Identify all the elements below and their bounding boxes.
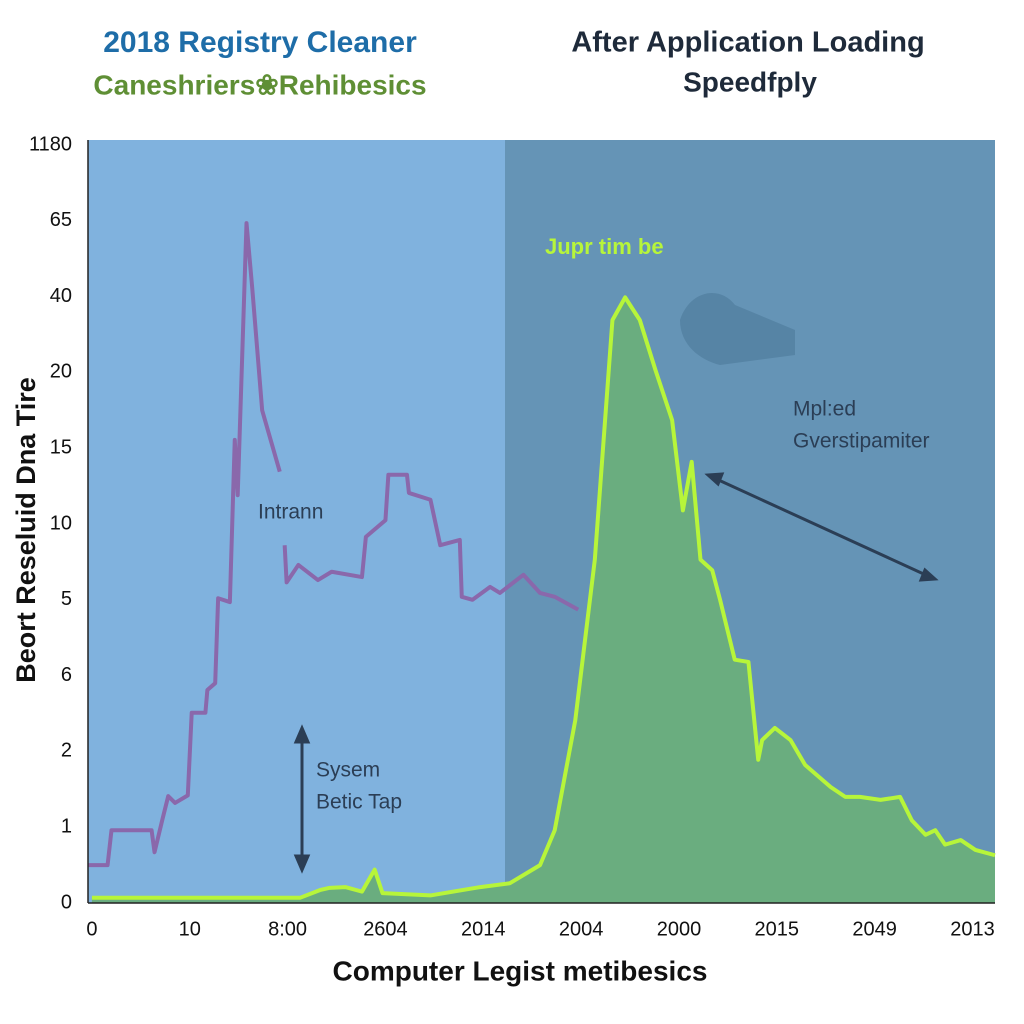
- x-tick-label: 0: [86, 918, 97, 940]
- annotation: Mpl:ed: [793, 398, 856, 421]
- x-axis-label: Computer Legist metibesics: [333, 955, 708, 986]
- x-tick-label: 10: [179, 918, 201, 940]
- annotation: Betic Tap: [316, 791, 402, 814]
- y-tick-label: 1180: [29, 133, 72, 155]
- y-tick-label: 6: [61, 664, 72, 686]
- y-tick-label: 20: [50, 361, 72, 383]
- y-tick-label: 1: [61, 815, 72, 837]
- y-tick-label: 5: [61, 588, 72, 610]
- x-tick-label: 2604: [363, 918, 408, 940]
- x-tick-label: 2015: [755, 918, 800, 940]
- x-tick-label: 2014: [461, 918, 506, 940]
- y-tick-label: 15: [50, 436, 72, 458]
- y-tick-label: 0: [61, 891, 72, 913]
- y-tick-label: 40: [50, 285, 72, 307]
- annotation: Gverstipamiter: [793, 430, 930, 453]
- subtitle: Caneshriers❀Rehibesics: [93, 69, 426, 100]
- y-tick-label: 10: [50, 512, 72, 534]
- area: [91, 297, 996, 903]
- x-tick-label: 8:00: [268, 918, 307, 940]
- plot: [88, 221, 996, 903]
- line: [91, 295, 996, 900]
- x-tick-label: 2013: [950, 918, 995, 940]
- annotation: Intrann: [258, 501, 323, 524]
- arrow-head: [704, 472, 939, 582]
- arrows: [293, 472, 939, 874]
- scribble: [680, 293, 795, 365]
- y-tick-label: 65: [50, 209, 72, 231]
- title-right: After Application Loading: [571, 27, 924, 59]
- line: [88, 221, 580, 868]
- x-tick-label: 2004: [559, 918, 604, 940]
- arrow-head: [293, 724, 311, 874]
- subtitle-right: Speedfply: [683, 66, 817, 97]
- y-axis-label: Beort Reseluid Dna Tire: [11, 377, 41, 683]
- title: 2018 Registry Cleaner: [103, 26, 417, 59]
- x-tick-label: 2000: [657, 918, 702, 940]
- x-tick-label: 2049: [852, 918, 897, 940]
- annotation: Jupr tim be: [545, 234, 664, 259]
- y-tick-label: 2: [61, 740, 72, 762]
- annotation: Sysem: [316, 759, 380, 782]
- arrow: [711, 475, 929, 578]
